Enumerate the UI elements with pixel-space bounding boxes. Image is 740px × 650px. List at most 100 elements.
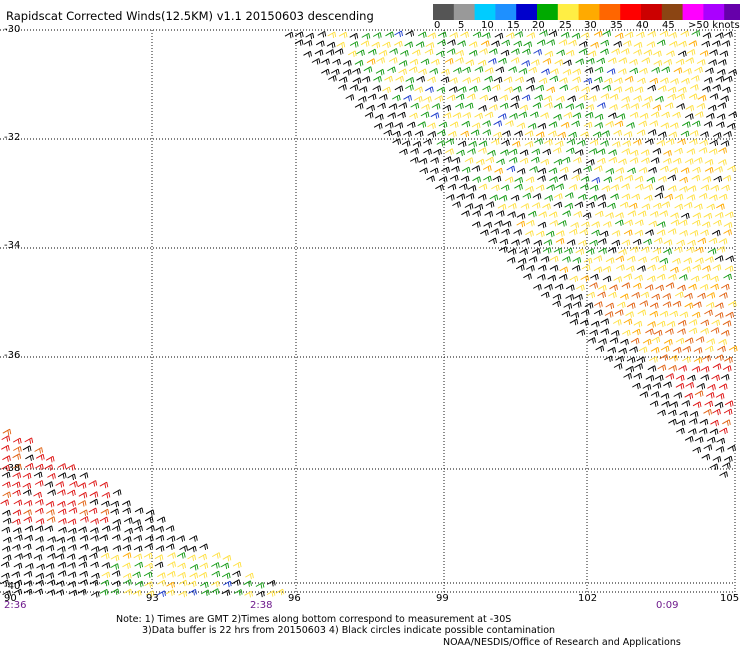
wind-barb	[593, 266, 603, 273]
wind-barb	[566, 239, 576, 246]
wind-barb	[668, 131, 678, 138]
wind-barb	[321, 58, 330, 65]
wind-barb	[101, 500, 110, 508]
wind-barb	[673, 392, 683, 399]
wind-barb	[719, 471, 728, 478]
wind-barb	[11, 518, 21, 526]
wind-barb	[134, 580, 144, 588]
wind-barb	[482, 129, 492, 136]
wind-barb	[2, 536, 12, 544]
wind-barb	[110, 563, 120, 570]
wind-barb	[704, 166, 714, 174]
wind-barb	[55, 481, 65, 488]
wind-barb	[590, 41, 599, 49]
wind-barb	[503, 76, 513, 83]
wind-barb	[692, 401, 702, 408]
wind-barb	[579, 228, 589, 236]
wind-barb	[423, 96, 432, 103]
wind-barb	[461, 120, 471, 128]
wind-barb	[564, 192, 574, 199]
wind-barb	[605, 212, 614, 219]
wind-barb	[68, 589, 78, 597]
wind-barb	[493, 76, 503, 84]
wind-barb	[479, 94, 489, 102]
wind-barb	[132, 571, 141, 578]
wind-barb	[199, 562, 209, 569]
wind-barb	[585, 57, 595, 65]
wind-barb	[34, 588, 44, 595]
wind-barb	[722, 419, 731, 426]
wind-barb	[462, 112, 472, 119]
wind-barb	[79, 472, 89, 479]
wind-barb	[494, 167, 503, 175]
wind-barb	[608, 112, 617, 119]
wind-barb	[525, 230, 534, 237]
wind-barb	[507, 203, 517, 210]
wind-barb	[56, 536, 66, 544]
wind-barb	[33, 491, 42, 499]
wind-barb	[690, 75, 700, 82]
wind-barb	[99, 481, 109, 489]
wind-barb	[663, 248, 672, 255]
wind-barb	[471, 122, 481, 129]
wind-barb	[417, 121, 427, 128]
wind-barb	[723, 273, 732, 281]
wind-barb	[243, 580, 252, 587]
wind-barb	[327, 31, 337, 39]
wind-barb	[68, 507, 78, 514]
wind-barb	[244, 590, 253, 598]
wind-barb	[678, 274, 688, 281]
wind-barb	[101, 571, 111, 579]
wind-barb	[492, 175, 502, 183]
wind-barb	[683, 68, 692, 75]
wind-barb	[673, 67, 683, 74]
wind-barb	[723, 229, 732, 236]
wind-barb	[496, 158, 505, 165]
wind-barb	[367, 48, 377, 56]
lat-label: -32	[4, 132, 21, 143]
wind-barb	[531, 202, 541, 209]
wind-barb	[485, 201, 495, 208]
wind-barb	[372, 32, 382, 39]
wind-barb	[691, 311, 701, 319]
wind-barb	[634, 86, 644, 93]
wind-barb	[582, 212, 592, 219]
wind-barb	[157, 579, 166, 587]
wind-barb	[647, 30, 657, 38]
legend-swatch	[453, 4, 476, 20]
wind-barb	[382, 41, 391, 49]
wind-barb	[643, 49, 653, 56]
wind-barb	[644, 95, 653, 103]
wind-barb	[22, 543, 32, 551]
wind-barb	[578, 48, 588, 55]
wind-barb	[602, 30, 612, 37]
wind-barb	[527, 123, 537, 130]
wind-barb	[134, 525, 143, 532]
wind-barb	[80, 516, 89, 523]
wind-barb	[425, 42, 435, 49]
wind-barb	[691, 219, 701, 227]
wind-barb	[639, 112, 649, 120]
wind-barb	[2, 455, 11, 462]
wind-barb	[648, 166, 657, 174]
wind-barb	[303, 40, 313, 47]
wind-barb	[615, 212, 624, 219]
wind-barb	[558, 220, 567, 227]
wind-barb	[66, 535, 76, 543]
wind-barb	[338, 76, 348, 83]
wind-barb	[710, 327, 720, 334]
wind-barb	[699, 418, 709, 426]
wind-barb	[679, 176, 688, 184]
wind-barb	[535, 230, 545, 238]
wind-barb	[700, 184, 710, 191]
wind-barb	[519, 248, 528, 255]
wind-barb	[132, 519, 142, 526]
wind-barb	[508, 66, 517, 73]
wind-barb	[664, 193, 674, 201]
wind-barb	[697, 292, 706, 300]
wind-barb	[708, 148, 718, 155]
wind-barb	[468, 85, 478, 93]
wind-barb	[510, 102, 519, 109]
wind-barb	[716, 113, 726, 120]
wind-barb	[678, 219, 688, 226]
